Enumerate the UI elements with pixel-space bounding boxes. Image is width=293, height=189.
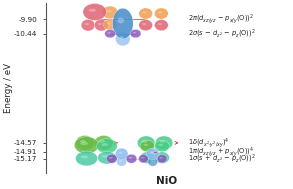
Ellipse shape bbox=[140, 140, 155, 152]
Ellipse shape bbox=[80, 140, 86, 143]
Ellipse shape bbox=[158, 155, 163, 158]
Ellipse shape bbox=[142, 140, 147, 143]
Ellipse shape bbox=[94, 19, 108, 31]
Ellipse shape bbox=[117, 18, 124, 23]
Ellipse shape bbox=[139, 154, 148, 163]
Ellipse shape bbox=[88, 9, 96, 12]
Ellipse shape bbox=[158, 144, 163, 146]
Ellipse shape bbox=[74, 137, 99, 154]
Ellipse shape bbox=[149, 152, 154, 154]
Y-axis label: Energy / eV: Energy / eV bbox=[4, 63, 13, 113]
Ellipse shape bbox=[115, 148, 128, 160]
Ellipse shape bbox=[146, 148, 159, 160]
Ellipse shape bbox=[130, 29, 141, 38]
Ellipse shape bbox=[148, 158, 158, 166]
Ellipse shape bbox=[117, 158, 127, 166]
Ellipse shape bbox=[103, 19, 117, 30]
Ellipse shape bbox=[129, 157, 132, 159]
Ellipse shape bbox=[144, 144, 148, 146]
Ellipse shape bbox=[150, 160, 153, 162]
Ellipse shape bbox=[159, 157, 163, 159]
Ellipse shape bbox=[98, 151, 116, 164]
Ellipse shape bbox=[107, 22, 111, 25]
Ellipse shape bbox=[84, 23, 89, 25]
Ellipse shape bbox=[97, 139, 117, 153]
Ellipse shape bbox=[119, 36, 124, 39]
Ellipse shape bbox=[141, 157, 144, 159]
Text: $2\sigma(s$ $-$ $d_{z^2}$ $-$ $p_z$(O))$^2$: $2\sigma(s$ $-$ $d_{z^2}$ $-$ $p_z$(O))$… bbox=[188, 27, 255, 40]
Ellipse shape bbox=[139, 8, 153, 19]
Ellipse shape bbox=[119, 160, 122, 162]
Ellipse shape bbox=[140, 152, 155, 163]
Ellipse shape bbox=[106, 154, 117, 163]
Ellipse shape bbox=[155, 140, 169, 152]
Ellipse shape bbox=[105, 29, 115, 38]
Ellipse shape bbox=[113, 8, 133, 39]
Ellipse shape bbox=[144, 155, 148, 158]
Ellipse shape bbox=[102, 143, 108, 146]
Ellipse shape bbox=[142, 11, 146, 13]
Ellipse shape bbox=[94, 136, 113, 150]
Ellipse shape bbox=[76, 136, 94, 150]
Ellipse shape bbox=[158, 23, 162, 25]
Ellipse shape bbox=[76, 151, 98, 166]
Ellipse shape bbox=[159, 140, 165, 143]
Ellipse shape bbox=[142, 23, 146, 25]
Ellipse shape bbox=[155, 152, 169, 163]
Ellipse shape bbox=[158, 11, 162, 13]
Ellipse shape bbox=[115, 32, 130, 46]
Ellipse shape bbox=[106, 10, 111, 12]
Ellipse shape bbox=[80, 142, 88, 145]
Ellipse shape bbox=[155, 136, 173, 150]
Ellipse shape bbox=[109, 157, 113, 159]
Ellipse shape bbox=[133, 32, 136, 34]
Ellipse shape bbox=[102, 155, 108, 158]
Ellipse shape bbox=[139, 20, 153, 31]
Ellipse shape bbox=[107, 32, 111, 34]
Ellipse shape bbox=[126, 154, 137, 163]
Ellipse shape bbox=[154, 20, 168, 31]
Ellipse shape bbox=[157, 154, 167, 163]
Ellipse shape bbox=[137, 136, 155, 150]
Ellipse shape bbox=[81, 156, 88, 158]
Ellipse shape bbox=[102, 6, 118, 19]
Text: $1\delta(d_{x^2\text{-}y^2/xy})^4$: $1\delta(d_{x^2\text{-}y^2/xy})^4$ bbox=[188, 136, 229, 150]
Text: $2\pi(d_{xz/yz}$ $-$ $p_{x/y}$(O))$^2$: $2\pi(d_{xz/yz}$ $-$ $p_{x/y}$(O))$^2$ bbox=[188, 12, 254, 26]
Ellipse shape bbox=[98, 23, 102, 25]
Ellipse shape bbox=[83, 3, 106, 20]
Ellipse shape bbox=[154, 8, 168, 19]
X-axis label: NiO: NiO bbox=[156, 176, 178, 186]
Ellipse shape bbox=[81, 19, 95, 31]
Ellipse shape bbox=[118, 152, 122, 154]
Text: $1\pi(d_{xz/yz}$ $+$ $p_{x/y}$(O))$^4$: $1\pi(d_{xz/yz}$ $+$ $p_{x/y}$(O))$^4$ bbox=[188, 145, 254, 159]
Text: $1\sigma(s$ $+$ $d_{z^2}$ $-$ $p_z$(O))$^2$: $1\sigma(s$ $+$ $d_{z^2}$ $-$ $p_z$(O))$… bbox=[188, 153, 255, 165]
Ellipse shape bbox=[99, 140, 105, 143]
